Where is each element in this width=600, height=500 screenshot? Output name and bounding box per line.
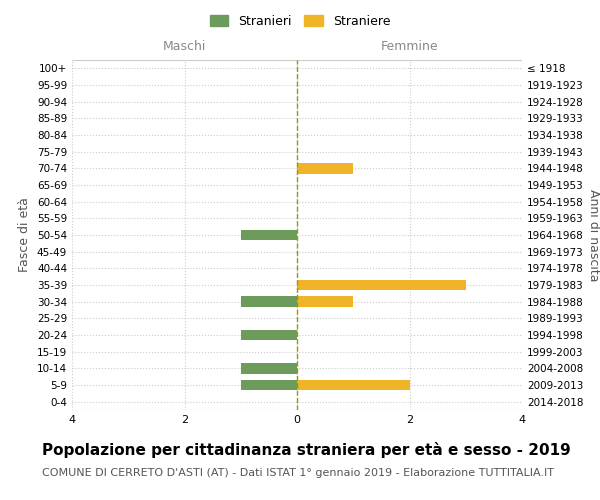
Text: Popolazione per cittadinanza straniera per età e sesso - 2019: Popolazione per cittadinanza straniera p… <box>42 442 571 458</box>
Text: Maschi: Maschi <box>163 40 206 53</box>
Legend: Stranieri, Straniere: Stranieri, Straniere <box>206 11 394 32</box>
Bar <box>241 296 297 307</box>
Y-axis label: Fasce di età: Fasce di età <box>19 198 31 272</box>
Bar <box>297 380 409 390</box>
Y-axis label: Anni di nascita: Anni di nascita <box>587 188 600 281</box>
Bar <box>297 163 353 174</box>
Bar <box>241 380 297 390</box>
Text: COMUNE DI CERRETO D'ASTI (AT) - Dati ISTAT 1° gennaio 2019 - Elaborazione TUTTIT: COMUNE DI CERRETO D'ASTI (AT) - Dati IST… <box>42 468 554 477</box>
Bar <box>297 296 353 307</box>
Bar <box>241 230 297 240</box>
Bar <box>241 330 297 340</box>
Bar <box>241 363 297 374</box>
Text: Femmine: Femmine <box>380 40 439 53</box>
Bar <box>297 280 466 290</box>
